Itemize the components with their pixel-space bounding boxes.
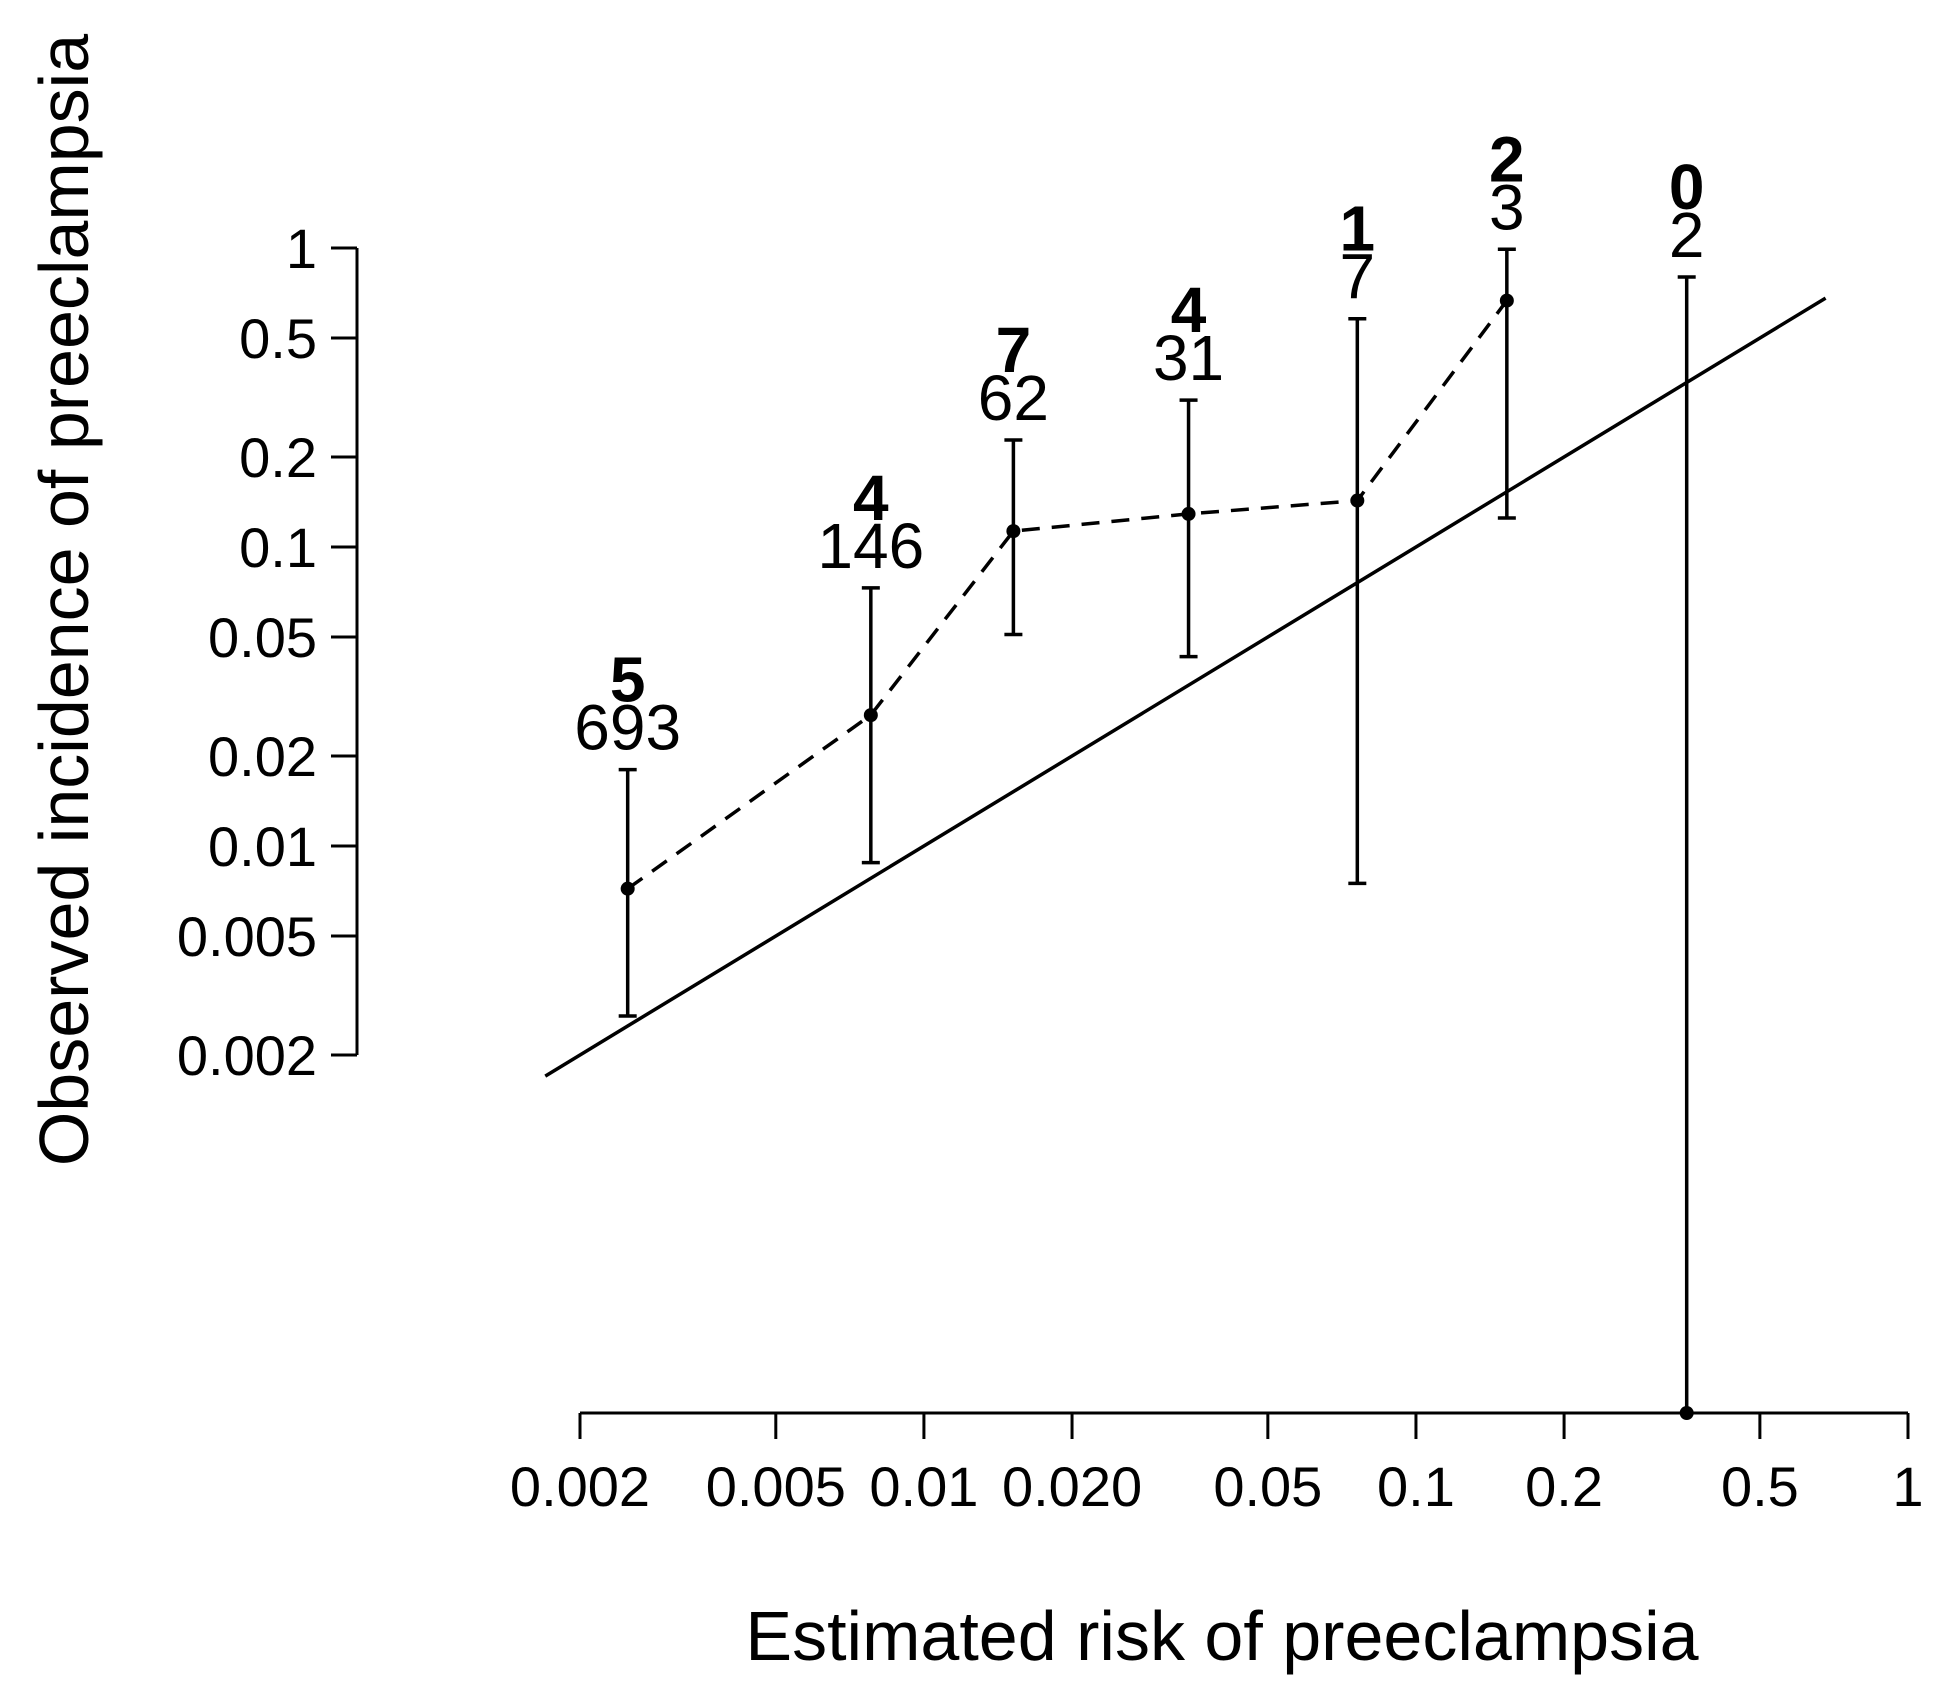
y-tick-label: 0.005: [177, 905, 317, 968]
x-tick-label: 0.5: [1721, 1455, 1799, 1518]
observed-series: [618, 247, 1696, 1420]
x-tick-label: 0.2: [1525, 1455, 1603, 1518]
observed-connector-line: [626, 299, 1509, 891]
x-tick-label: 0.002: [510, 1455, 650, 1518]
event-count-label: 5: [610, 644, 646, 716]
y-tick-label: 0.2: [239, 426, 317, 489]
sample-size-label: 62: [978, 362, 1049, 434]
x-tick-label: 1: [1892, 1455, 1923, 1518]
x-axis-title: Estimated risk of preeclampsia: [745, 1597, 1698, 1675]
data-point: [1181, 506, 1196, 521]
data-point: [1006, 524, 1021, 539]
axes: 0.002 0.005 0.01 0.020 0.05 0.1 0.2 0.5 1 1 0.5 0.2…: [177, 217, 1924, 1518]
y-tick-label: 0.1: [239, 516, 317, 579]
sample-size-label: 3: [1489, 171, 1525, 243]
event-count-label: 4: [853, 462, 889, 534]
data-point: [1499, 293, 1514, 308]
sample-size-label: 31: [1153, 322, 1224, 394]
y-tick-label: 0.01: [208, 815, 317, 878]
x-tick-label: 0.01: [869, 1455, 978, 1518]
event-count-label: 7: [996, 314, 1032, 386]
sample-size-label: 2: [1669, 199, 1705, 271]
data-point: [1350, 493, 1365, 508]
y-axis-title: Observed incidence of preeclampsia: [25, 34, 103, 1166]
reference-line-layer: [544, 296, 1827, 1078]
y-tick-label: 0.02: [208, 725, 317, 788]
data-point: [863, 708, 878, 723]
x-tick-label: 0.005: [706, 1455, 846, 1518]
event-count-label: 4: [1171, 274, 1207, 346]
sample-size-label: 146: [817, 510, 924, 582]
identity-line: [544, 296, 1827, 1078]
event-count-label: 0: [1669, 151, 1705, 223]
sample-size-label: 693: [574, 692, 681, 764]
y-tick-label: 1: [286, 217, 317, 280]
x-tick-label: 0.1: [1377, 1455, 1455, 1518]
x-tick-label: 0.05: [1213, 1455, 1322, 1518]
sample-size-label: 7: [1340, 241, 1376, 313]
y-tick-label: 0.002: [177, 1024, 317, 1087]
y-tick-label: 0.5: [239, 307, 317, 370]
y-tick-label: 0.05: [208, 606, 317, 669]
data-point: [620, 881, 635, 896]
event-count-label: 1: [1340, 193, 1376, 265]
data-point: [1679, 1406, 1694, 1420]
event-count-label: 2: [1489, 123, 1525, 195]
x-tick-label: 0.020: [1002, 1455, 1142, 1518]
